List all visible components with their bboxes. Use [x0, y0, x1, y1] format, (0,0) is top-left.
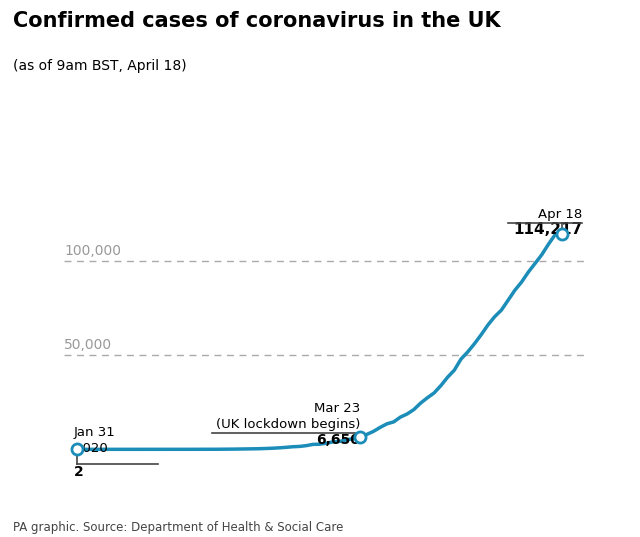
Text: PA graphic. Source: Department of Health & Social Care: PA graphic. Source: Department of Health…: [13, 521, 343, 534]
Text: 2: 2: [74, 465, 84, 479]
Text: 100,000: 100,000: [64, 244, 121, 258]
Text: 50,000: 50,000: [64, 338, 112, 352]
Text: Apr 18: Apr 18: [538, 208, 582, 221]
Text: 6,650: 6,650: [316, 433, 360, 447]
Text: Jan 31
2020: Jan 31 2020: [74, 426, 116, 455]
Text: (as of 9am BST, April 18): (as of 9am BST, April 18): [13, 59, 186, 73]
Text: Confirmed cases of coronavirus in the UK: Confirmed cases of coronavirus in the UK: [13, 11, 500, 31]
Text: 114,217: 114,217: [513, 222, 582, 237]
Text: Mar 23
(UK lockdown begins): Mar 23 (UK lockdown begins): [216, 402, 360, 431]
